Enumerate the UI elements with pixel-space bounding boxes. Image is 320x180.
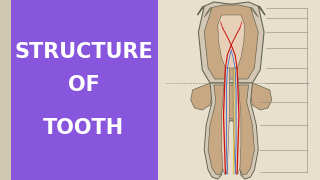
Polygon shape (197, 2, 265, 83)
Polygon shape (218, 15, 245, 68)
Polygon shape (221, 68, 229, 174)
Text: TOOTH: TOOTH (43, 118, 124, 138)
Text: OF: OF (68, 75, 100, 95)
Polygon shape (233, 68, 241, 174)
Polygon shape (208, 85, 254, 175)
Polygon shape (204, 83, 258, 179)
Polygon shape (204, 5, 258, 79)
Text: STRUCTURE: STRUCTURE (14, 42, 153, 62)
Bar (11, 0, 158, 180)
Polygon shape (251, 83, 272, 110)
Bar (158, 0, 320, 180)
Polygon shape (191, 83, 212, 110)
